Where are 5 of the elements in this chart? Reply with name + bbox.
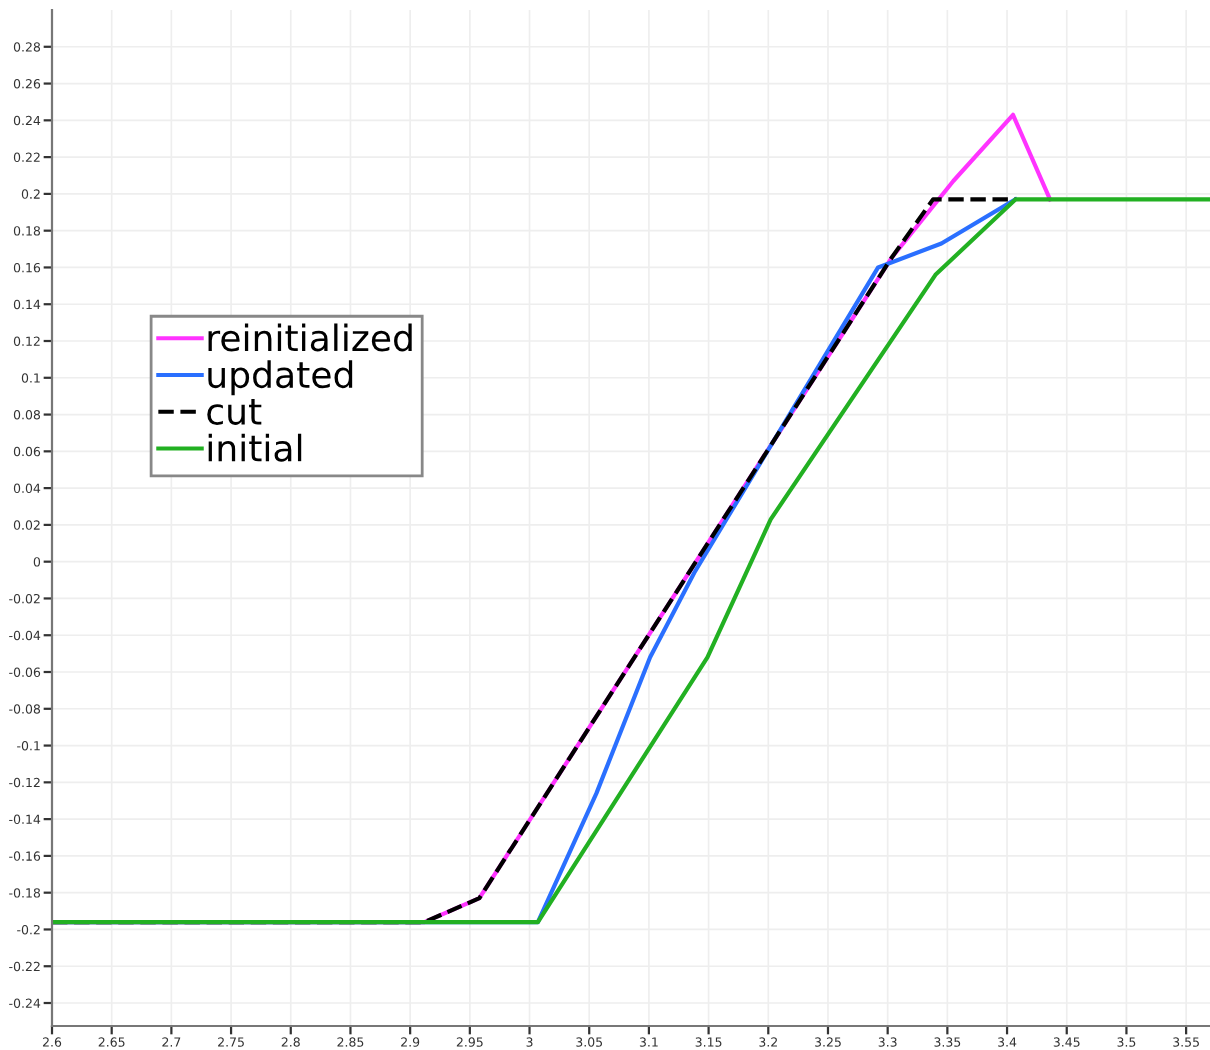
- line-series: [52, 197, 1210, 925]
- legend-label: initial: [208, 433, 302, 462]
- legend-label: updated: [208, 360, 353, 396]
- legend-label: cut: [207, 399, 262, 425]
- legend-label: reinitialized: [208, 323, 412, 352]
